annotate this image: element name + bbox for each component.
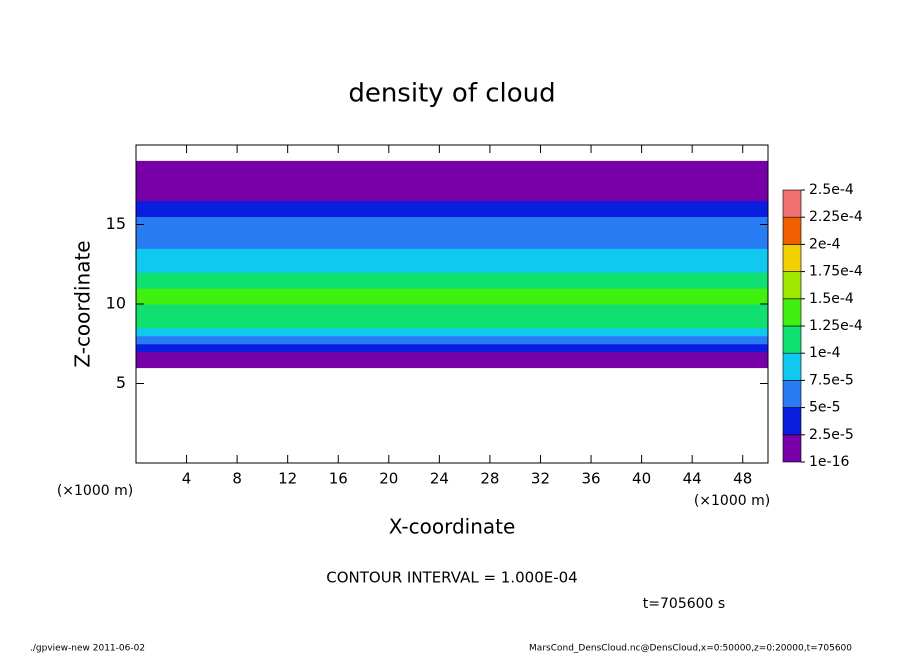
- colorbar-label: 1e-16: [809, 454, 849, 470]
- chart-title: density of cloud: [348, 79, 555, 109]
- field-cell: [136, 184, 768, 194]
- colorbar-label: 2.5e-5: [809, 427, 854, 443]
- x-tick-label: 4: [182, 470, 192, 488]
- field-cell: [136, 208, 768, 218]
- x-tick-label: 44: [683, 470, 702, 488]
- field-cell: [136, 192, 768, 202]
- field-cell: [136, 280, 768, 289]
- colorbar-label: 1e-4: [809, 345, 841, 361]
- x-unit-right: (×1000 m): [694, 493, 770, 509]
- x-tick-label: 24: [430, 470, 449, 488]
- y-tick-label: 10: [106, 294, 126, 313]
- colorbar-swatch: [782, 189, 802, 218]
- x-tick-label: 28: [480, 470, 499, 488]
- x-tick-label: 12: [278, 470, 297, 488]
- field-cell: [136, 216, 768, 225]
- field-cell: [136, 335, 768, 345]
- field-cell: [136, 248, 768, 257]
- colorbar-swatch: [782, 216, 802, 245]
- field: [136, 160, 768, 369]
- field-cell: [136, 343, 768, 353]
- time-label: t=705600 s: [643, 596, 725, 612]
- colorbar-label: 2e-4: [809, 236, 841, 252]
- contour-interval: CONTOUR INTERVAL = 1.000E-04: [326, 569, 577, 587]
- x-tick-label: 8: [232, 470, 242, 488]
- x-tick-label: 20: [379, 470, 398, 488]
- field-cell: [136, 311, 768, 321]
- colorbar-swatch: [782, 244, 802, 272]
- field-cell: [136, 327, 768, 337]
- colorbar-swatch: [782, 434, 802, 463]
- y-axis-label: Z-coordinate: [71, 240, 95, 367]
- field-cell: [136, 200, 768, 210]
- field-cell: [136, 168, 768, 178]
- x-tick-label: 16: [329, 470, 348, 488]
- colorbar-swatch: [782, 352, 802, 381]
- field-cell: [136, 264, 768, 273]
- colorbar-label: 5e-5: [809, 400, 840, 416]
- colorbar-swatch: [782, 325, 802, 354]
- field-cell: [136, 224, 768, 233]
- x-tick-label: 32: [531, 470, 550, 488]
- colorbar-label: 2.25e-4: [809, 209, 863, 225]
- field-cell: [136, 288, 768, 297]
- colorbar-label: 1.75e-4: [809, 264, 863, 280]
- x-tick-label: 40: [632, 470, 651, 488]
- colorbar-label: 1.5e-4: [809, 291, 854, 307]
- colorbar-swatch: [782, 298, 802, 327]
- field-cell: [136, 304, 768, 313]
- y-tick-label: 15: [106, 214, 126, 233]
- field-cell: [136, 160, 768, 170]
- field-cell: [136, 240, 768, 249]
- field-cell: [136, 319, 768, 329]
- colorbar-label: 7.5e-5: [809, 372, 854, 388]
- y-tick-label: 5: [116, 373, 126, 392]
- x-axis-label: X-coordinate: [389, 515, 516, 539]
- x-tick-label: 48: [733, 470, 752, 488]
- x-unit-left: (×1000 m): [57, 483, 133, 499]
- colorbar-label: 2.5e-4: [809, 182, 854, 198]
- field-cell: [136, 176, 768, 186]
- colorbar-swatch: [782, 407, 802, 436]
- footer-right: MarsCond_DensCloud.nc@DensCloud,x=0:5000…: [529, 644, 852, 654]
- colorbar-swatch: [782, 380, 802, 408]
- field-cell: [136, 359, 768, 369]
- field-cell: [136, 256, 768, 265]
- field-cell: [136, 296, 768, 305]
- colorbar-label: 1.25e-4: [809, 318, 863, 334]
- colorbar-swatch: [782, 271, 802, 300]
- field-cell: [136, 232, 768, 241]
- field-cell: [136, 272, 768, 281]
- field-cell: [136, 351, 768, 361]
- x-tick-label: 36: [581, 470, 600, 488]
- footer-left: ./gpview-new 2011-06-02: [30, 644, 145, 654]
